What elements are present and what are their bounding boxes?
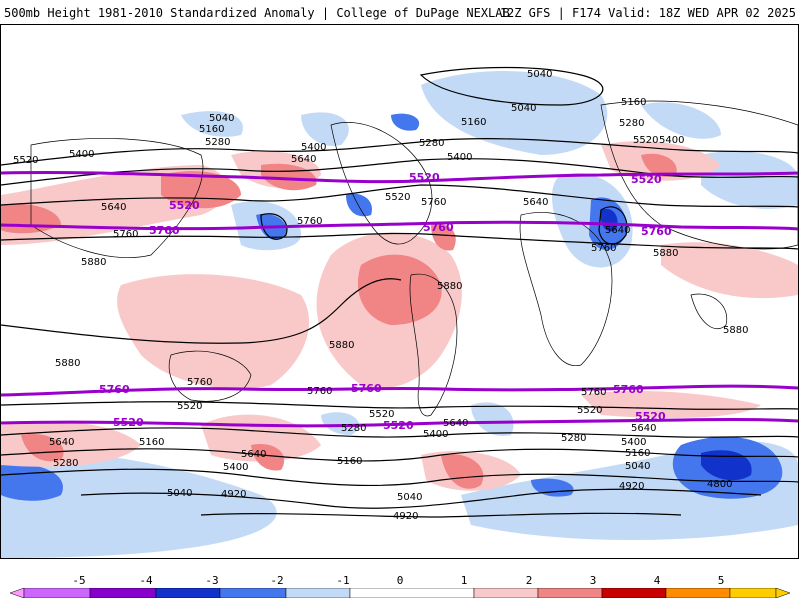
- highlight-label-5520-a: 5520: [409, 171, 440, 184]
- contour-label-5880-c: 5880: [653, 248, 678, 259]
- contour-label-5520-b: 5520: [385, 192, 410, 203]
- contour-label-5160-e: 5160: [337, 456, 362, 467]
- coastlines: [30, 100, 798, 417]
- contour-labels: 5040 5040 5040 5160 5160 5160 5280 5280 …: [13, 69, 748, 522]
- strong-negative-anomaly-shading: [1, 113, 783, 501]
- highlight-contour-labels: 5520 5520 5520 5760 5760 5760 5760 5760 …: [99, 171, 672, 432]
- strong-positive-anomaly-shading: [1, 153, 677, 489]
- contour-label-5520-e: 5520: [369, 409, 394, 420]
- contour-label-5640-c: 5640: [523, 197, 548, 208]
- contour-label-5280-c: 5280: [619, 118, 644, 129]
- contour-label-5280-a: 5280: [205, 137, 230, 148]
- contour-label-5520-c: 5520: [633, 135, 658, 146]
- highlight-label-5520-c: 5520: [631, 173, 662, 186]
- contour-label-5400-e: 5400: [423, 429, 448, 440]
- contour-label-5640-e: 5640: [49, 437, 74, 448]
- contour-label-5760-f: 5760: [307, 386, 332, 397]
- contour-label-5040-a: 5040: [527, 69, 552, 80]
- highlight-label-5520-b: 5520: [169, 199, 200, 212]
- anomaly-map: 5040 5040 5040 5160 5160 5160 5280 5280 …: [1, 66, 798, 558]
- highlight-label-5760-f: 5760: [613, 383, 644, 396]
- contour-label-5160-f: 5160: [625, 448, 650, 459]
- legend-tick: 1: [460, 574, 468, 587]
- contour-label-5040-d: 5040: [167, 488, 192, 499]
- map-title: 500mb Height 1981-2010 Standardized Anom…: [4, 6, 510, 20]
- contour-label-4920-a: 4920: [221, 489, 246, 500]
- contour-label-5160-b: 5160: [621, 97, 646, 108]
- contour-label-5880-a: 5880: [81, 257, 106, 268]
- highlight-label-5760-b: 5760: [423, 221, 454, 234]
- contour-label-5280-e: 5280: [561, 433, 586, 444]
- contour-label-5640-a: 5640: [291, 154, 316, 165]
- legend-tick: -2: [270, 574, 284, 587]
- contour-label-5520-d: 5520: [177, 401, 202, 412]
- contour-label-5880-d: 5880: [55, 358, 80, 369]
- legend-tick: 0: [396, 574, 404, 587]
- legend-tick: -5: [72, 574, 86, 587]
- highlight-label-5760-e: 5760: [351, 382, 382, 395]
- contour-label-5640-b: 5640: [101, 202, 126, 213]
- legend-tick: 3: [589, 574, 597, 587]
- contour-label-5640-d: 5640: [605, 225, 630, 236]
- legend-tick: 4: [653, 574, 661, 587]
- contour-label-5760-d: 5760: [591, 243, 616, 254]
- contour-label-5160-d: 5160: [139, 437, 164, 448]
- contour-label-5040-e: 5040: [397, 492, 422, 503]
- height-contours: [1, 66, 798, 518]
- legend-tick: 5: [717, 574, 725, 587]
- highlight-label-5520-f: 5520: [635, 410, 666, 423]
- contour-label-5160-c: 5160: [461, 117, 486, 128]
- contour-label-5880-b: 5880: [437, 281, 462, 292]
- colorbar: [10, 588, 790, 598]
- contour-label-5760-e: 5760: [187, 377, 212, 388]
- contour-label-4920-b: 4920: [393, 511, 418, 522]
- contour-label-5640-f: 5640: [443, 418, 468, 429]
- contour-label-5280-b: 5280: [419, 138, 444, 149]
- contour-label-5400-b: 5400: [301, 142, 326, 153]
- contour-label-5400-g: 5400: [621, 437, 646, 448]
- contour-label-5760-c: 5760: [113, 229, 138, 240]
- contour-label-5280-d: 5280: [341, 423, 366, 434]
- map-panel: 5040 5040 5040 5160 5160 5160 5280 5280 …: [0, 24, 799, 559]
- contour-label-5760-g: 5760: [581, 387, 606, 398]
- contour-label-4800-a: 4800: [707, 479, 732, 490]
- contour-label-5280-f: 5280: [53, 458, 78, 469]
- contour-label-5520-f: 5520: [577, 405, 602, 416]
- legend-tick: -1: [336, 574, 350, 587]
- contour-label-5160-a: 5160: [199, 124, 224, 135]
- highlight-label-5520-d: 5520: [113, 416, 144, 429]
- contour-label-5040-c: 5040: [209, 113, 234, 124]
- contour-label-5400-f: 5400: [223, 462, 248, 473]
- contour-label-5400-d: 5400: [659, 135, 684, 146]
- contour-label-5640-g: 5640: [241, 449, 266, 460]
- contour-label-5520-a: 5520: [13, 155, 38, 166]
- contour-label-5040-f: 5040: [625, 461, 650, 472]
- legend-tick: 2: [525, 574, 533, 587]
- contour-label-5880-e: 5880: [329, 340, 354, 351]
- highlight-contours: [1, 170, 798, 428]
- legend-tick: -4: [139, 574, 153, 587]
- contour-label-4920-c: 4920: [619, 481, 644, 492]
- legend-tick: -3: [205, 574, 219, 587]
- very-strong-negative-anomaly-shading: [600, 208, 752, 481]
- contour-label-5040-b: 5040: [511, 103, 536, 114]
- highlight-label-5760-c: 5760: [641, 225, 672, 238]
- contour-label-5760-b: 5760: [297, 216, 322, 227]
- contour-label-5400-a: 5400: [69, 149, 94, 160]
- contour-label-5880-f: 5880: [723, 325, 748, 336]
- contour-label-5760-a: 5760: [421, 197, 446, 208]
- model-run-label: 12Z GFS | F174 Valid: 18Z WED APR 02 202…: [499, 6, 796, 20]
- highlight-label-5760-a: 5760: [149, 224, 180, 237]
- highlight-label-5760-d: 5760: [99, 383, 130, 396]
- highlight-label-5520-e: 5520: [383, 419, 414, 432]
- contour-label-5400-c: 5400: [447, 152, 472, 163]
- contour-label-5640-h: 5640: [631, 423, 656, 434]
